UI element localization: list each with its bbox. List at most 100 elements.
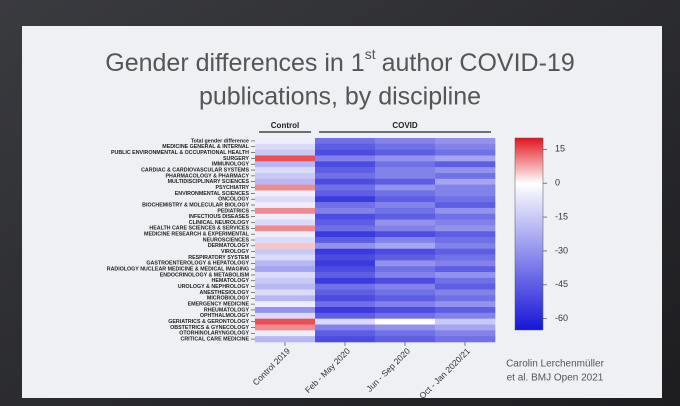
- row-label: PUBLIC ENVIRONMENTAL & OCCUPATIONAL HEAL…: [111, 150, 249, 156]
- heatmap-cell: [375, 172, 436, 180]
- heatmap-cell: [255, 330, 316, 337]
- row-label: MICROBIOLOGY: [207, 296, 250, 302]
- title-part: author COVID-19: [382, 49, 575, 77]
- row-label: PHARMACOLOGY & PHARMACY: [166, 173, 250, 179]
- heatmap-cell: [435, 231, 496, 238]
- heatmap-cell: [255, 167, 316, 174]
- row-label: SURGERY: [223, 156, 249, 162]
- heatmap-cell: [375, 178, 436, 185]
- heatmap-cell: [255, 207, 316, 215]
- citation: Carolin Lerchenmüller: [506, 359, 604, 370]
- heatmap-cell: [255, 213, 316, 220]
- heatmap-cell: [435, 213, 496, 220]
- heatmap-cell: [315, 237, 376, 244]
- heatmap-cell: [435, 138, 496, 145]
- heatmap-cell: [435, 272, 496, 279]
- row-label: ONCOLOGY: [218, 197, 249, 203]
- heatmap-cell: [435, 277, 496, 285]
- title-line-2: publications, by discipline: [199, 83, 481, 111]
- row-label: GERIATRICS & GERONTOLOGY: [168, 319, 249, 325]
- row-label: IMMUNOLOGY: [212, 162, 250, 168]
- row-label: Total gender difference: [191, 138, 249, 144]
- heatmap-cell: [435, 143, 496, 150]
- heatmap-cell: [315, 254, 376, 261]
- row-label: MULTIDISCIPLINARY SCIENCES: [168, 179, 250, 185]
- heatmap-cell: [315, 242, 376, 250]
- row-label: PSYCHIATRY: [215, 185, 249, 191]
- heatmap-cell: [375, 301, 436, 308]
- row-label: INFECTIOUS DISEASES: [189, 214, 250, 220]
- heatmap-cell: [435, 248, 496, 255]
- heatmap-cell: [435, 190, 496, 197]
- heatmap-cell: [375, 283, 436, 290]
- heatmap-cell: [255, 172, 316, 180]
- heatmap-cell: [255, 289, 316, 296]
- title-part: Gender differences in 1: [105, 49, 364, 77]
- heatmap-cell: [375, 318, 436, 325]
- row-label: BIOCHEMISTRY & MOLECULAR BIOLOGY: [142, 202, 249, 208]
- heatmap-cell: [255, 190, 316, 197]
- heatmap-cell: [435, 172, 496, 180]
- heatmap-cell: [255, 155, 316, 162]
- heatmap-cell: [375, 277, 436, 285]
- colorbar: [514, 137, 544, 331]
- row-label: UROLOGY & NEPHROLOGY: [178, 284, 250, 290]
- heatmap-cell: [435, 207, 496, 215]
- title-line-1: Gender differences in 1st author COVID-19: [105, 46, 574, 77]
- heatmap-cell: [315, 138, 376, 145]
- heatmap-cell: [375, 272, 436, 279]
- heatmap-cell: [315, 178, 376, 185]
- heatmap-cell: [315, 225, 376, 232]
- heatmap-cell: [255, 266, 316, 273]
- heatmap-cell: [375, 219, 436, 226]
- heatmap-cell: [315, 330, 376, 337]
- heatmap-cell: [375, 330, 436, 337]
- row-label: MEDICINE RESEARCH & EXPERIMENTAL: [144, 232, 250, 238]
- heatmap-cell: [255, 225, 316, 232]
- heatmap-cell: [255, 196, 316, 203]
- heatmap-cell: [255, 237, 316, 244]
- heatmap-cell: [435, 318, 496, 325]
- heatmap-cell: [375, 138, 436, 145]
- group-label: Control: [271, 121, 299, 130]
- heatmap-cell: [255, 277, 316, 285]
- heatmap-cell: [255, 283, 316, 290]
- heatmap-cell: [375, 143, 436, 150]
- heatmap-cell: [255, 143, 316, 150]
- colorbar-tick-label: -30: [555, 245, 568, 255]
- heatmap-cell: [255, 318, 316, 325]
- heatmap-cell: [255, 272, 316, 279]
- row-label: RADIOLOGY NUCLEAR MEDICINE & MEDICAL IMA…: [107, 267, 249, 273]
- heatmap-cell: [255, 231, 316, 238]
- heatmap-cell: [435, 196, 496, 203]
- heatmap-cell: [375, 312, 436, 319]
- heatmap-cell: [435, 307, 496, 314]
- row-label: GASTROENTEROLOGY & HEPATOLOGY: [146, 261, 249, 267]
- row-label: RESPIRATORY SYSTEM: [188, 255, 249, 261]
- heatmap-cell: [435, 155, 496, 162]
- colorbar-tick-label: 15: [555, 144, 565, 154]
- colorbar-tick-label: -15: [555, 211, 568, 221]
- heatmap-cell: [375, 149, 436, 156]
- heatmap-cell: [375, 248, 436, 255]
- heatmap-cell: [315, 272, 376, 279]
- row-label: DERMATOLOGY: [208, 243, 250, 249]
- heatmap-cell: [435, 289, 496, 296]
- row-label: ENVIRONMENTAL SCIENCES: [175, 191, 250, 197]
- heatmap-cell: [375, 237, 436, 244]
- heatmap-cell: [255, 138, 316, 145]
- heatmap-cell: [255, 202, 316, 209]
- row-label: CRITICAL CARE MEDICINE: [181, 336, 250, 342]
- heatmap-cell: [375, 161, 436, 168]
- colorbar-tick-label: -45: [555, 279, 568, 289]
- heatmap-cell: [375, 207, 436, 215]
- heatmap-cell: [375, 190, 436, 197]
- row-label: OPHTHALMOLOGY: [200, 313, 250, 319]
- row-label: OBSTETRICS & GYNECOLOGY: [170, 325, 249, 331]
- heatmap-cell: [375, 213, 436, 220]
- heatmap-cell: [375, 254, 436, 261]
- heatmap-cell: [435, 283, 496, 290]
- row-label: EMERGENCY MEDICINE: [188, 302, 250, 308]
- heatmap-cell: [375, 155, 436, 162]
- heatmap-cell: [435, 336, 496, 343]
